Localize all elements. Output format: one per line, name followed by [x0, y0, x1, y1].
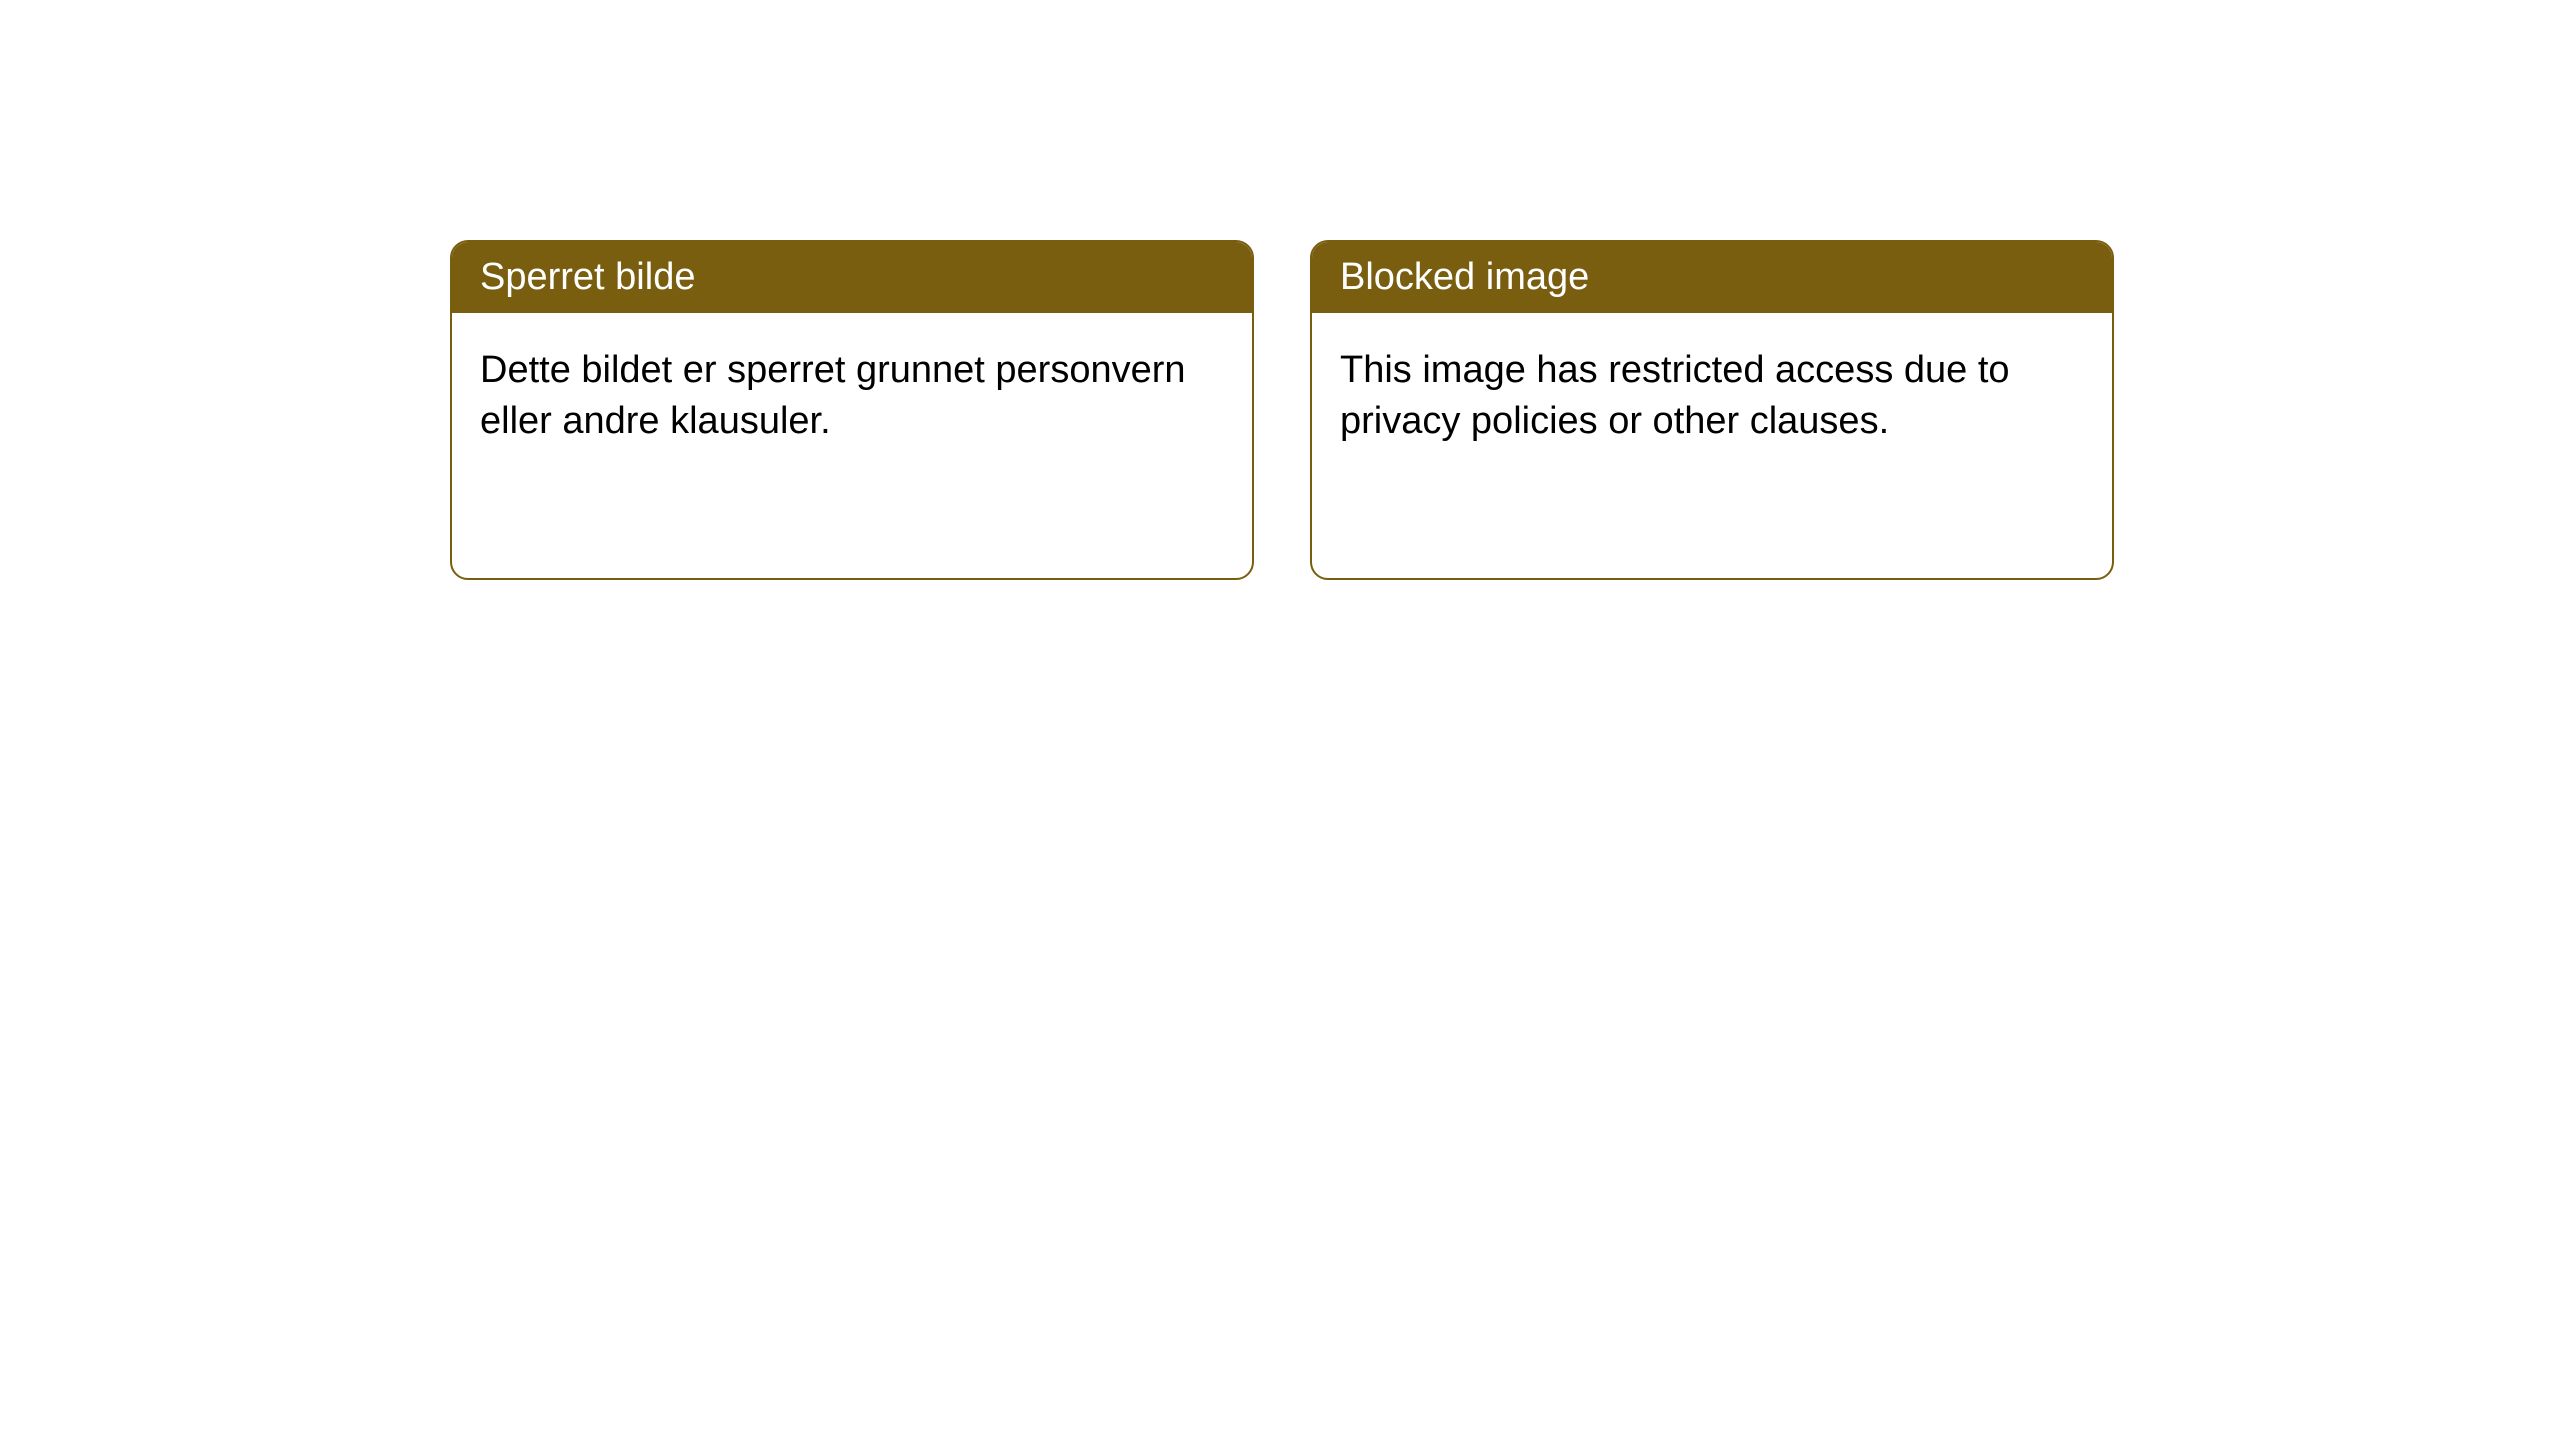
notice-card-english: Blocked image This image has restricted … — [1310, 240, 2114, 580]
card-body-text: This image has restricted access due to … — [1340, 349, 2010, 442]
card-title: Blocked image — [1340, 256, 1589, 298]
card-body: Dette bildet er sperret grunnet personve… — [452, 313, 1252, 480]
card-body: This image has restricted access due to … — [1312, 313, 2112, 480]
card-body-text: Dette bildet er sperret grunnet personve… — [480, 349, 1186, 442]
card-title: Sperret bilde — [480, 256, 695, 298]
cards-container: Sperret bilde Dette bildet er sperret gr… — [450, 240, 2114, 580]
notice-card-norwegian: Sperret bilde Dette bildet er sperret gr… — [450, 240, 1254, 580]
card-header: Blocked image — [1312, 242, 2112, 313]
card-header: Sperret bilde — [452, 242, 1252, 313]
